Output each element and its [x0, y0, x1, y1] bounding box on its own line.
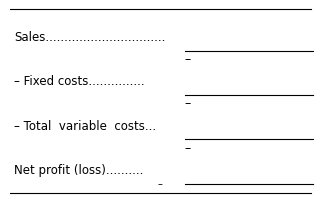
Text: –: –: [157, 179, 162, 189]
Text: –: –: [185, 142, 191, 155]
Text: Sales................................: Sales................................: [14, 31, 166, 44]
Text: –: –: [185, 98, 191, 110]
Text: Net profit (loss)..........: Net profit (loss)..........: [14, 164, 144, 177]
Text: – Total  variable  costs...: – Total variable costs...: [14, 120, 157, 133]
Text: –: –: [185, 53, 191, 66]
Text: – Fixed costs...............: – Fixed costs...............: [14, 75, 145, 88]
